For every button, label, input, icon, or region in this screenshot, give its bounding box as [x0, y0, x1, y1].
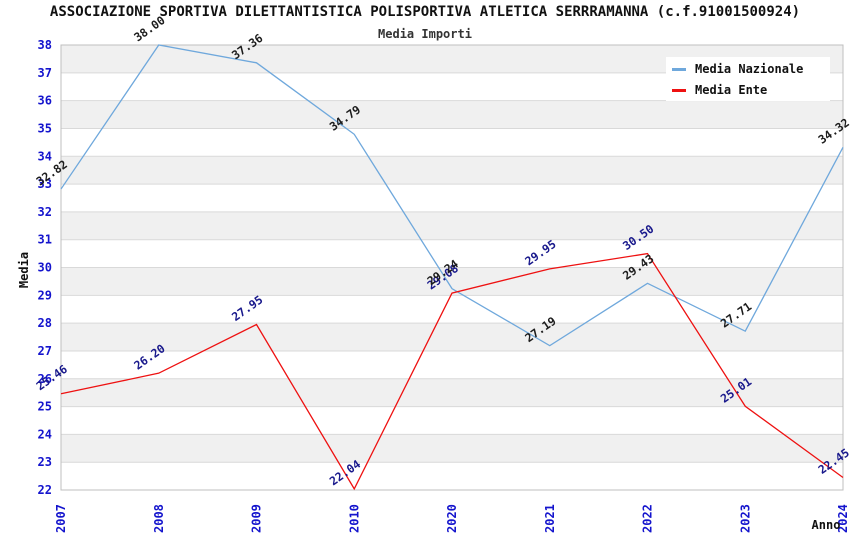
y-tick-label: 26: [38, 372, 52, 386]
chart-subtitle: Media Importi: [378, 27, 472, 41]
y-tick-label: 36: [38, 94, 52, 108]
legend-item-media-nazionale: Media Nazionale: [672, 62, 824, 76]
x-tick-label: 2008: [152, 504, 166, 533]
plot-band: [61, 211, 843, 240]
x-tick-label: 2024: [836, 504, 850, 533]
y-tick-label: 22: [38, 483, 52, 497]
plot-border: [60, 44, 844, 491]
legend-item-media-ente: Media Ente: [672, 83, 824, 97]
y-tick-label: 27: [38, 344, 52, 358]
y-tick-label: 33: [38, 177, 52, 191]
y-tick-label: 23: [38, 455, 52, 469]
plot-band: [61, 184, 843, 212]
legend-label: Media Ente: [695, 83, 768, 97]
plot-band: [61, 378, 843, 407]
series-line-media-ente: [60, 252, 844, 491]
plot-band: [61, 100, 843, 129]
legend-label: Media Nazionale: [695, 62, 804, 76]
y-tick-label: 38: [38, 38, 52, 52]
plot-band: [61, 295, 843, 324]
y-tick-label: 31: [38, 233, 52, 247]
plot-band: [61, 156, 843, 185]
y-tick-label: 35: [38, 121, 52, 135]
x-axis-title: Anno: [812, 518, 841, 532]
series-line-media-nazionale: [60, 44, 844, 347]
plot-band: [61, 239, 843, 268]
point-label: 38.00: [131, 13, 167, 44]
y-tick-label: 32: [38, 205, 52, 219]
x-tick-label: 2007: [54, 504, 68, 533]
x-tick-label: 2021: [543, 504, 557, 533]
plot-band: [61, 406, 843, 435]
plot-band: [61, 462, 843, 490]
plot-band: [61, 267, 843, 296]
x-tick-label: 2020: [445, 504, 459, 533]
y-tick-label: 25: [38, 400, 52, 414]
y-tick-label: 37: [38, 66, 52, 80]
y-tick-label: 29: [38, 288, 52, 302]
chart-legend: Media Nazionale Media Ente: [666, 57, 830, 101]
x-tick-label: 2022: [641, 504, 655, 533]
y-tick-label: 30: [38, 261, 52, 275]
y-axis-title: Media: [17, 252, 31, 288]
x-tick-label: 2023: [738, 504, 752, 533]
line-swatch-icon: [672, 67, 686, 71]
plot-band: [61, 323, 843, 351]
line-swatch-icon: [672, 88, 686, 92]
plot-band: [61, 434, 843, 463]
x-tick-label: 2010: [347, 504, 361, 533]
y-tick-label: 34: [38, 149, 52, 163]
y-tick-label: 24: [38, 427, 52, 441]
x-tick-label: 2009: [250, 504, 264, 533]
plot-band: [61, 128, 843, 157]
chart-title: ASSOCIAZIONE SPORTIVA DILETTANTISTICA PO…: [49, 4, 801, 20]
y-tick-label: 28: [38, 316, 52, 330]
